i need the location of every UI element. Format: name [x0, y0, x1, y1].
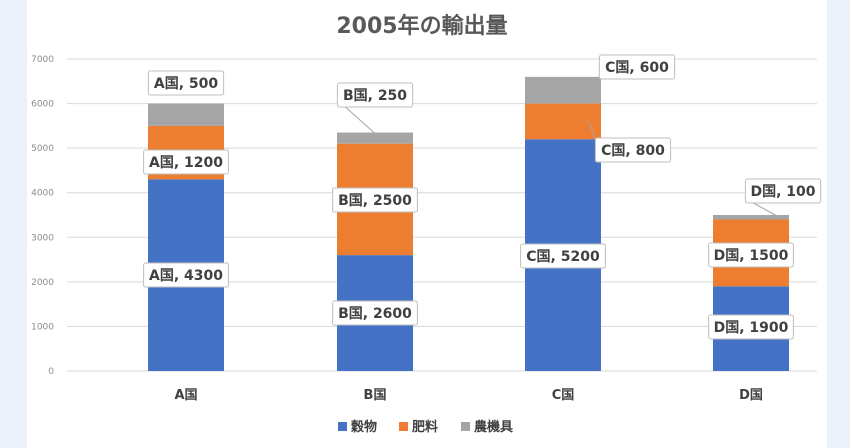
- label-leader-line: [753, 202, 778, 217]
- y-tick-label: 2000: [31, 278, 54, 288]
- legend-label: 穀物: [350, 419, 377, 435]
- y-tick-label: 0: [48, 367, 54, 377]
- y-tick-label: 4000: [31, 189, 54, 199]
- data-label-box: [708, 242, 794, 268]
- data-label-box: [520, 243, 606, 269]
- x-tick-label: C国: [552, 388, 575, 403]
- y-tick-label: 3000: [31, 233, 54, 243]
- stacked-bar-chart: 2005年の輸出量 01000200030004000500060007000 …: [31, 13, 822, 435]
- data-label: B国, 250: [343, 88, 407, 104]
- data-label: A国, 4300: [149, 268, 223, 284]
- data-label: B国, 2600: [338, 306, 412, 322]
- bar-segment: [525, 103, 601, 140]
- data-label: D国, 100: [750, 184, 815, 200]
- legend-label: 肥料: [412, 419, 438, 435]
- bar-segment: [525, 76, 601, 104]
- data-label-box: [598, 54, 676, 80]
- data-labels: A国, 4300 A国, 1200 A国, 500 B国, 2600 B国, 2500 B…: [143, 54, 822, 340]
- data-label-box: [744, 178, 822, 204]
- legend-swatch: [399, 422, 408, 431]
- chart-title: 2005年の輸出量: [336, 13, 507, 39]
- data-label-box: [147, 70, 225, 96]
- y-tick-label: 7000: [31, 55, 54, 65]
- x-tick-label: B国: [364, 388, 387, 403]
- data-label: C国, 5200: [526, 249, 600, 265]
- label-leader-line: [345, 106, 376, 134]
- data-label: A国, 1200: [149, 155, 223, 171]
- x-tick-label: A国: [174, 388, 197, 403]
- x-tick-label: D国: [739, 388, 763, 403]
- legend: 穀物 肥料 農機具: [338, 419, 513, 435]
- y-tick-label: 5000: [31, 144, 54, 154]
- chart-panel: 2005年の輸出量 0 1000 2000 3000 4000 5000 6000 7000 …: [27, 0, 827, 448]
- legend-label: 農機具: [474, 419, 513, 435]
- bar-segment: [337, 132, 413, 144]
- y-tick-label: 6000: [31, 100, 54, 110]
- y-tick-label: 1000: [31, 322, 54, 332]
- data-label-box: [332, 187, 418, 213]
- data-label: A国, 500: [154, 76, 219, 92]
- data-label-box: [708, 314, 794, 340]
- bar-segment: [713, 215, 789, 220]
- data-label-box: [143, 149, 229, 175]
- data-label: D国, 1500: [714, 248, 789, 264]
- data-label-box: [336, 82, 414, 108]
- data-label-box: [143, 262, 229, 288]
- data-label: B国, 2500: [338, 193, 412, 209]
- legend-swatch: [338, 422, 347, 431]
- y-axis-ticks: 0 1000 2000 3000 4000 5000 6000 7000: [31, 55, 54, 377]
- legend-swatch: [461, 422, 470, 431]
- bar-segment: [148, 103, 224, 126]
- data-label: C国, 600: [605, 60, 669, 76]
- data-label-box: [594, 137, 672, 163]
- data-label-box: [332, 300, 418, 326]
- data-label: C国, 800: [601, 143, 665, 159]
- x-axis-ticks: A国 B国 C国 D国: [174, 388, 762, 403]
- data-label: D国, 1900: [714, 320, 789, 336]
